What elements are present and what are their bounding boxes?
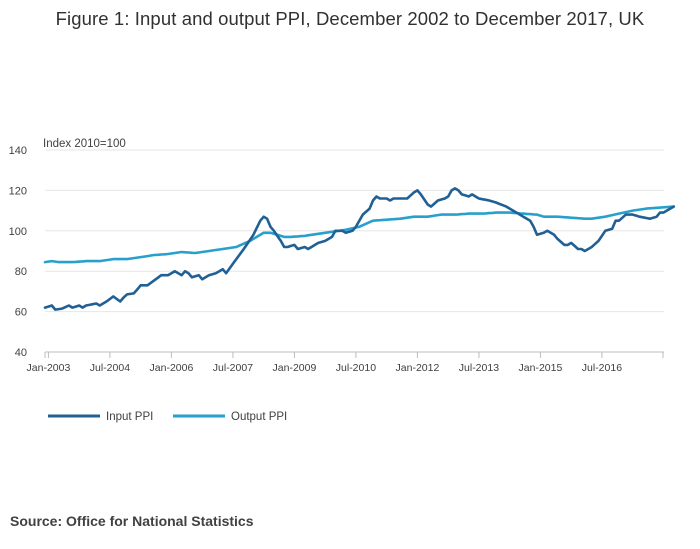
chart-title: Figure 1: Input and output PPI, December… (55, 8, 645, 29)
x-tick-label-Jul-2013: Jul-2013 (459, 362, 499, 374)
x-tick-label-Jul-2016: Jul-2016 (582, 362, 622, 374)
legend-label-output-ppi: Output PPI (231, 411, 287, 423)
x-tick-label-Jul-2010: Jul-2010 (336, 362, 376, 374)
x-tick-label-Jan-2006: Jan-2006 (150, 362, 194, 374)
x-tick-label-Jan-2003: Jan-2003 (27, 362, 71, 374)
y-tick-labels: 40 60 80 100 120 140 (9, 145, 27, 359)
x-axis: Jan-2003 Jul-2004 Jan-2006 Jul-2007 Jan-2009… (27, 352, 664, 374)
source-note: Source: Office for National Statistics (10, 513, 254, 529)
x-tick-label-Jan-2015: Jan-2015 (519, 362, 563, 374)
series-line-output-ppi (43, 205, 675, 264)
legend: Input PPI Output PPI (48, 411, 287, 423)
x-tick-label-Jan-2009: Jan-2009 (273, 362, 317, 374)
legend-label-input-ppi: Input PPI (106, 411, 153, 423)
gridlines (45, 149, 664, 353)
y-tick-label-40: 40 (15, 347, 27, 359)
y-tick-label-140: 140 (9, 145, 27, 157)
y-tick-label-100: 100 (9, 226, 27, 238)
series-line-input-ppi (43, 187, 675, 311)
y-tick-label-60: 60 (15, 307, 27, 319)
y-tick-label-80: 80 (15, 266, 27, 278)
x-tick-label-Jul-2007: Jul-2007 (213, 362, 253, 374)
y-tick-label-120: 120 (9, 185, 27, 197)
x-tick-label-Jul-2004: Jul-2004 (90, 362, 130, 374)
series-lines (43, 187, 675, 311)
y-axis-label: Index 2010=100 (43, 138, 126, 150)
x-tick-label-Jan-2012: Jan-2012 (396, 362, 440, 374)
